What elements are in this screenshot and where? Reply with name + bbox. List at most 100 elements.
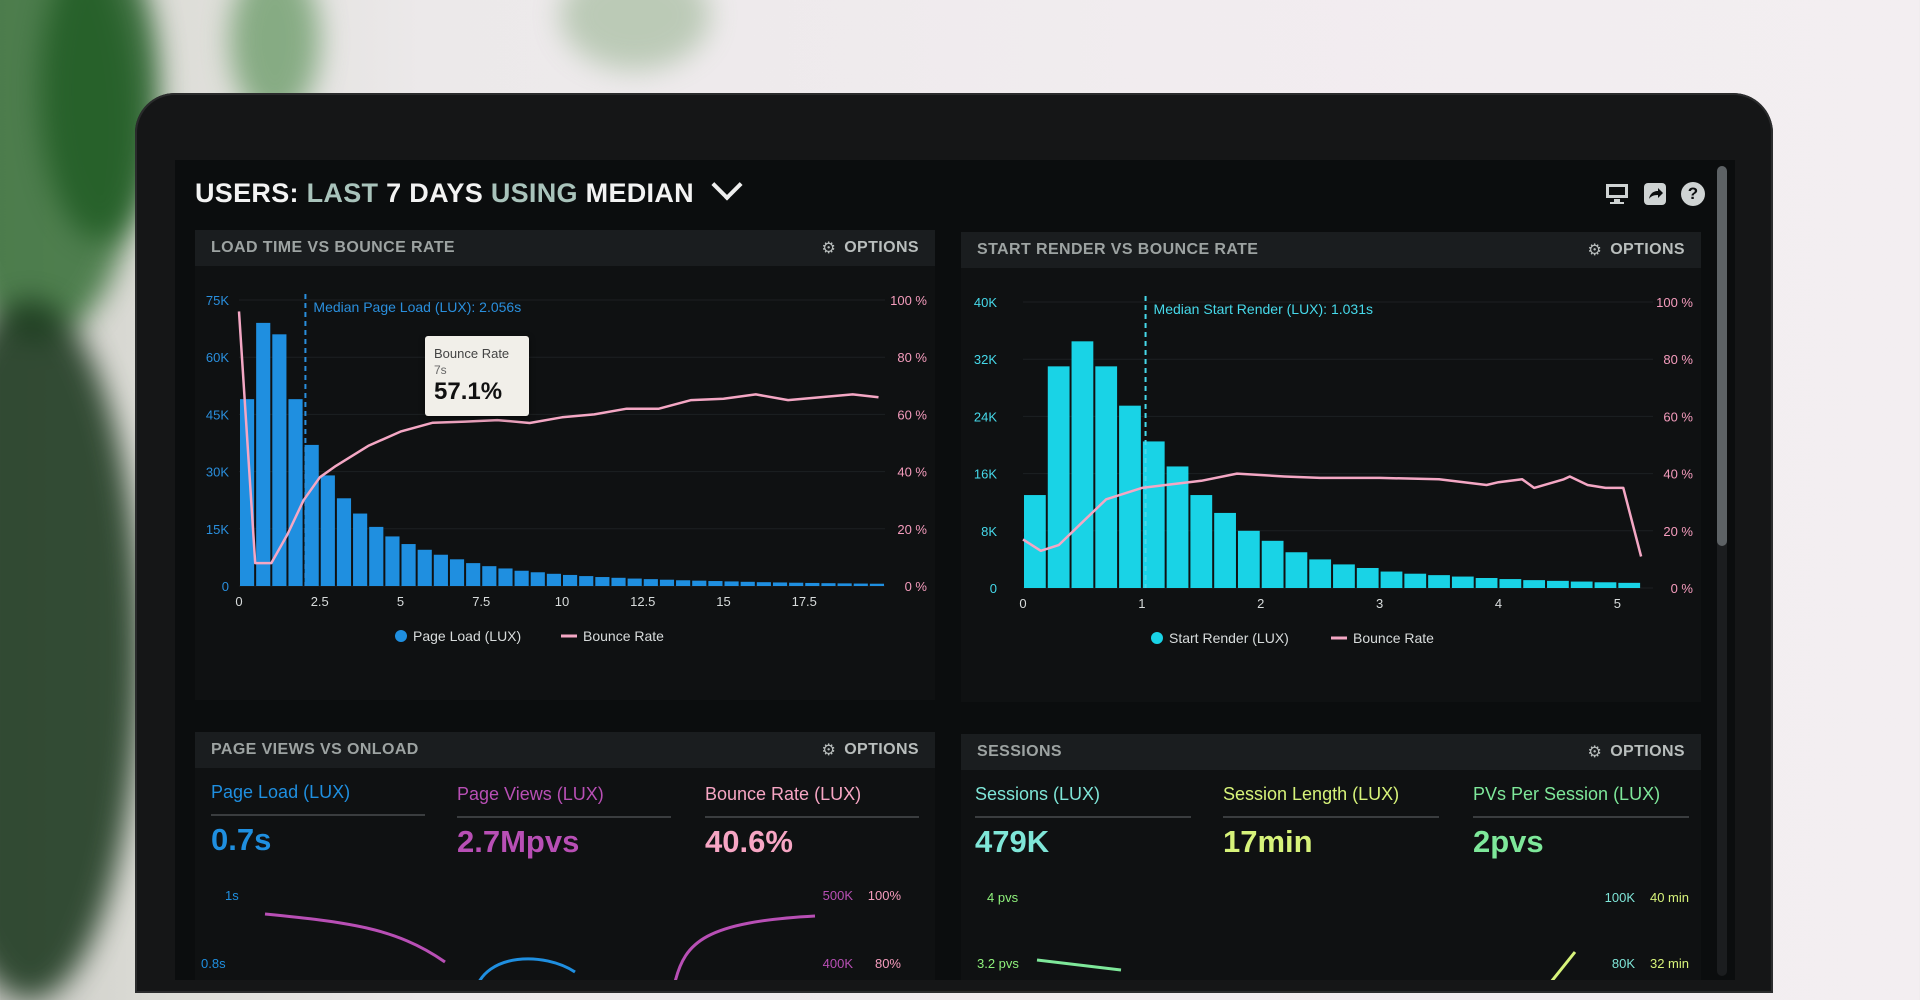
start-render-chart: 0 8K 16K 24K 32K 40K 0 % 20 % 40 % 60 % 80 % 100 % 0… <box>974 295 1694 646</box>
options-button[interactable]: ⚙ OPTIONS <box>1587 240 1685 260</box>
scrollbar-track[interactable] <box>1717 166 1727 976</box>
metric-value: 17min <box>1223 824 1313 859</box>
metric-divider <box>1223 816 1439 818</box>
gear-icon: ⚙ <box>1587 744 1603 761</box>
options-button[interactable]: ⚙ OPTIONS <box>821 740 919 760</box>
histogram-bar <box>1570 581 1593 588</box>
histogram-bar <box>466 563 481 586</box>
pvs-line <box>1036 958 1122 972</box>
histogram-bar <box>853 583 868 586</box>
chevron-down-icon[interactable] <box>711 169 743 201</box>
axis-tick-x: 4 <box>1495 596 1502 611</box>
histogram-bar <box>1047 366 1070 588</box>
axis-tick-right: 80 % <box>1663 352 1693 367</box>
histogram-bar <box>449 559 465 586</box>
tooltip-label: Bounce Rate <box>434 346 510 361</box>
median-annotation: Median Start Render (LUX): 1.031s <box>1154 301 1373 317</box>
histogram-bar <box>433 554 448 586</box>
panel-load-time: LOAD TIME VS BOUNCE RATE ⚙ OPTIONS 0 15K 30… <box>195 230 935 700</box>
histogram-bar <box>563 574 578 586</box>
axis-tick-right: 0 % <box>905 579 928 594</box>
histogram-bar <box>1285 552 1308 588</box>
options-label: OPTIONS <box>1610 241 1685 258</box>
histogram-bar <box>756 582 771 586</box>
axis-tick-left: 16K <box>974 467 997 482</box>
title-prefix: USERS: <box>195 178 299 208</box>
histogram-bar <box>1428 575 1450 588</box>
histogram-bar <box>1594 582 1617 588</box>
title-stat: MEDIAN <box>585 178 694 208</box>
axis-tick-x: 15 <box>716 594 730 609</box>
sessions-mini-chart: 4 pvs 3.2 pvs 100K 80K 40 min 32 min <box>977 890 1689 980</box>
legend-label: Page Load (LUX) <box>413 628 521 644</box>
metric-value: 40.6% <box>705 824 793 859</box>
options-label: OPTIONS <box>844 239 919 256</box>
histogram-bar <box>1380 571 1403 588</box>
axis-tick-left: 0.8s <box>201 956 226 971</box>
histogram-bar <box>1071 341 1094 588</box>
axis-tick-left: 40K <box>974 295 997 310</box>
axis-tick-left: 3.2 pvs <box>977 956 1019 971</box>
histogram-bar <box>611 577 626 586</box>
histogram-bar <box>772 582 788 586</box>
histogram-bar <box>401 544 416 586</box>
chart-tooltip: Bounce Rate 7s 57.1% <box>425 336 529 416</box>
metric-label: Page Views (LUX) <box>457 784 604 804</box>
metric-value: 2.7Mpvs <box>457 824 580 859</box>
histogram-bar <box>692 580 707 586</box>
options-button[interactable]: ⚙ OPTIONS <box>1587 742 1685 762</box>
histogram-bar <box>708 581 723 586</box>
axis-tick-left: 45K <box>206 407 229 422</box>
histogram-bar <box>304 444 319 586</box>
histogram-bar <box>320 475 335 586</box>
options-label: OPTIONS <box>844 741 919 758</box>
metric-label: Sessions (LUX) <box>975 784 1101 804</box>
bounce-rate-line <box>237 311 879 565</box>
axis-tick-right-b: 40 min <box>1650 890 1689 905</box>
histogram-bar <box>482 566 497 586</box>
axis-tick-right: 40 % <box>897 465 927 480</box>
axis-tick-right-a: 400K <box>823 956 854 971</box>
axis-tick-left: 0 <box>222 579 229 594</box>
page-load-line <box>478 957 576 980</box>
gear-icon: ⚙ <box>821 240 837 257</box>
histogram-bar <box>627 578 642 586</box>
histogram-bar <box>530 572 545 586</box>
histogram-bar <box>595 577 610 586</box>
options-label: OPTIONS <box>1610 743 1685 760</box>
panel-start-render: START RENDER VS BOUNCE RATE ⚙ OPTIONS 0 8K… <box>961 232 1701 702</box>
dashboard-title[interactable]: USERS: LAST 7 DAYS USING MEDIAN <box>195 169 743 209</box>
metric-divider <box>211 814 425 816</box>
histogram-bar <box>1356 567 1379 588</box>
axis-tick-right: 40 % <box>1663 467 1693 482</box>
histogram-bar <box>369 526 384 586</box>
axis-tick-right-b: 32 min <box>1650 956 1689 971</box>
metric-label: PVs Per Session (LUX) <box>1473 784 1661 804</box>
axis-tick-left: 24K <box>974 409 997 424</box>
axis-tick-right-b: 80% <box>875 956 901 971</box>
histogram-bar <box>1618 582 1641 588</box>
header-icons: ? <box>1605 182 1705 206</box>
bounce-rate-line <box>1022 472 1643 557</box>
axis-tick-x: 7.5 <box>472 594 490 609</box>
options-button[interactable]: ⚙ OPTIONS <box>821 238 919 258</box>
monitor-icon[interactable] <box>1605 182 1629 206</box>
histogram-bar <box>546 573 561 586</box>
axis-tick-x: 5 <box>1614 596 1621 611</box>
help-icon[interactable]: ? <box>1681 182 1705 206</box>
histogram-bar <box>256 322 271 586</box>
histogram-bar <box>1166 466 1189 588</box>
axis-tick-right: 80 % <box>897 350 927 365</box>
legend-label: Bounce Rate <box>1353 630 1434 646</box>
title-range: LAST <box>306 178 379 208</box>
metric-value: 479K <box>975 824 1050 859</box>
axis-tick-right-a: 80K <box>1612 956 1635 971</box>
scrollbar-thumb[interactable] <box>1717 166 1727 546</box>
panel-title: START RENDER VS BOUNCE RATE <box>977 241 1259 258</box>
median-annotation: Median Page Load (LUX): 2.056s <box>313 299 521 315</box>
axis-tick-x: 2.5 <box>311 594 329 609</box>
axis-tick-right: 0 % <box>1671 581 1694 596</box>
axis-tick-left: 60K <box>206 350 229 365</box>
share-icon[interactable] <box>1643 182 1667 206</box>
histogram-bar <box>514 570 529 586</box>
